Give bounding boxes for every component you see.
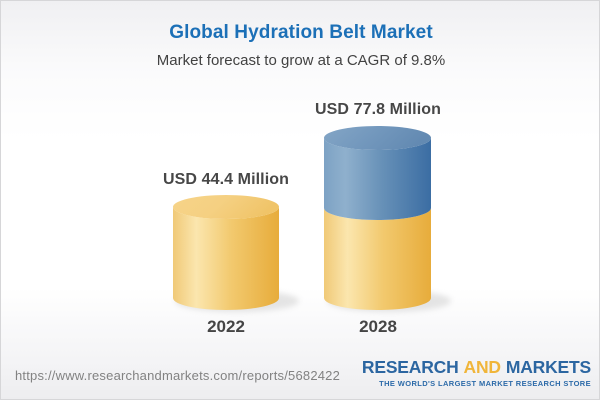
logo-word-research: RESEARCH	[361, 357, 459, 377]
bar-category-label-2022: 2022	[207, 317, 245, 336]
bar-category-label-2028: 2028	[359, 317, 397, 336]
page-subtitle: Market forecast to grow at a CAGR of 9.8…	[156, 52, 446, 69]
source-url-link[interactable]: https://www.researchandmarkets.com/repor…	[15, 368, 341, 383]
logo-word-markets: MARKETS	[505, 357, 591, 377]
logo-wordmark: RESEARCH AND MARKETS	[362, 357, 591, 378]
bar-2022-cylinder[interactable]	[173, 195, 279, 310]
bar-2028-cylinder[interactable]	[324, 126, 431, 310]
bar-value-label-2028: USD 77.8 Million	[314, 101, 442, 118]
logo-tagline: THE WORLD'S LARGEST MARKET RESEARCH STOR…	[379, 379, 591, 388]
page-title: Global Hydration Belt Market	[169, 22, 433, 43]
research-and-markets-logo: RESEARCH AND MARKETS THE WORLD'S LARGEST…	[362, 357, 591, 388]
bar-value-label-2022: USD 44.4 Million	[162, 171, 290, 188]
logo-word-and: AND	[463, 357, 502, 377]
